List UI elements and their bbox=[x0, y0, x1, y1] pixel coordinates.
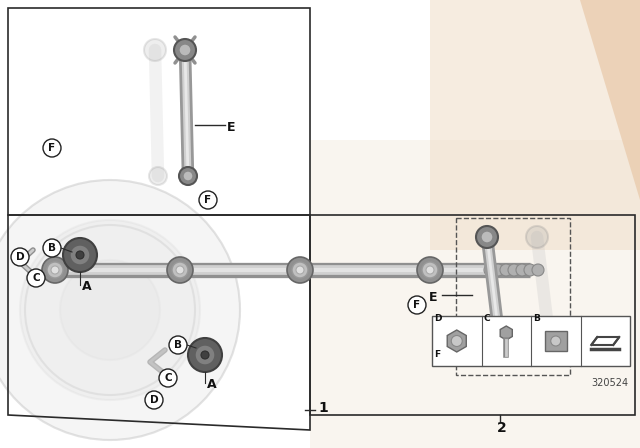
Circle shape bbox=[42, 257, 68, 283]
Circle shape bbox=[179, 44, 191, 56]
Circle shape bbox=[481, 231, 493, 243]
FancyBboxPatch shape bbox=[545, 331, 567, 351]
Polygon shape bbox=[580, 0, 640, 200]
Circle shape bbox=[43, 239, 61, 257]
Circle shape bbox=[495, 340, 505, 350]
Circle shape bbox=[451, 336, 462, 346]
Circle shape bbox=[47, 262, 63, 278]
Circle shape bbox=[201, 351, 209, 359]
Text: E: E bbox=[429, 290, 438, 303]
Circle shape bbox=[172, 262, 188, 278]
Circle shape bbox=[183, 171, 193, 181]
Text: 2: 2 bbox=[497, 421, 507, 435]
Circle shape bbox=[195, 345, 215, 365]
Circle shape bbox=[484, 264, 496, 276]
Circle shape bbox=[63, 238, 97, 272]
Circle shape bbox=[422, 262, 438, 278]
Circle shape bbox=[508, 264, 520, 276]
FancyBboxPatch shape bbox=[432, 316, 630, 366]
Text: C: C bbox=[164, 373, 172, 383]
Text: F: F bbox=[499, 343, 506, 353]
Circle shape bbox=[493, 339, 511, 357]
Polygon shape bbox=[310, 140, 640, 448]
Text: B: B bbox=[174, 340, 182, 350]
Circle shape bbox=[145, 391, 163, 409]
Circle shape bbox=[524, 264, 536, 276]
Circle shape bbox=[292, 262, 308, 278]
Text: B: B bbox=[48, 243, 56, 253]
Circle shape bbox=[167, 257, 193, 283]
Circle shape bbox=[174, 39, 196, 61]
Text: F: F bbox=[413, 300, 420, 310]
Text: C: C bbox=[483, 314, 490, 323]
Circle shape bbox=[169, 336, 187, 354]
Circle shape bbox=[70, 245, 90, 265]
Circle shape bbox=[417, 257, 443, 283]
Text: 320524: 320524 bbox=[591, 378, 628, 388]
Circle shape bbox=[491, 336, 509, 354]
Polygon shape bbox=[500, 326, 512, 340]
Circle shape bbox=[532, 264, 544, 276]
Text: D: D bbox=[434, 314, 442, 323]
Text: F: F bbox=[434, 350, 440, 359]
Text: 1: 1 bbox=[318, 401, 328, 415]
Circle shape bbox=[27, 269, 45, 287]
Circle shape bbox=[43, 139, 61, 157]
Polygon shape bbox=[430, 0, 640, 250]
Circle shape bbox=[526, 226, 548, 248]
Text: D: D bbox=[16, 252, 24, 262]
Text: D: D bbox=[150, 395, 158, 405]
Circle shape bbox=[159, 369, 177, 387]
Polygon shape bbox=[447, 330, 467, 352]
Text: B: B bbox=[533, 314, 540, 323]
Circle shape bbox=[492, 264, 504, 276]
Text: F: F bbox=[49, 143, 56, 153]
Text: F: F bbox=[204, 195, 212, 205]
Circle shape bbox=[476, 226, 498, 248]
Circle shape bbox=[551, 336, 561, 346]
Circle shape bbox=[20, 220, 200, 400]
Circle shape bbox=[500, 264, 512, 276]
Text: A: A bbox=[207, 378, 216, 391]
Circle shape bbox=[541, 336, 559, 354]
Circle shape bbox=[179, 167, 197, 185]
Circle shape bbox=[51, 266, 59, 274]
Circle shape bbox=[0, 180, 240, 440]
Circle shape bbox=[426, 266, 434, 274]
Circle shape bbox=[287, 257, 313, 283]
Circle shape bbox=[11, 248, 29, 266]
Circle shape bbox=[60, 260, 160, 360]
Circle shape bbox=[149, 167, 167, 185]
Circle shape bbox=[199, 191, 217, 209]
Circle shape bbox=[296, 266, 304, 274]
Circle shape bbox=[408, 296, 426, 314]
Text: E: E bbox=[227, 121, 236, 134]
Circle shape bbox=[76, 251, 84, 259]
Text: C: C bbox=[32, 273, 40, 283]
Circle shape bbox=[144, 39, 166, 61]
Text: A: A bbox=[82, 280, 92, 293]
Circle shape bbox=[188, 338, 222, 372]
Circle shape bbox=[176, 266, 184, 274]
Circle shape bbox=[516, 264, 528, 276]
